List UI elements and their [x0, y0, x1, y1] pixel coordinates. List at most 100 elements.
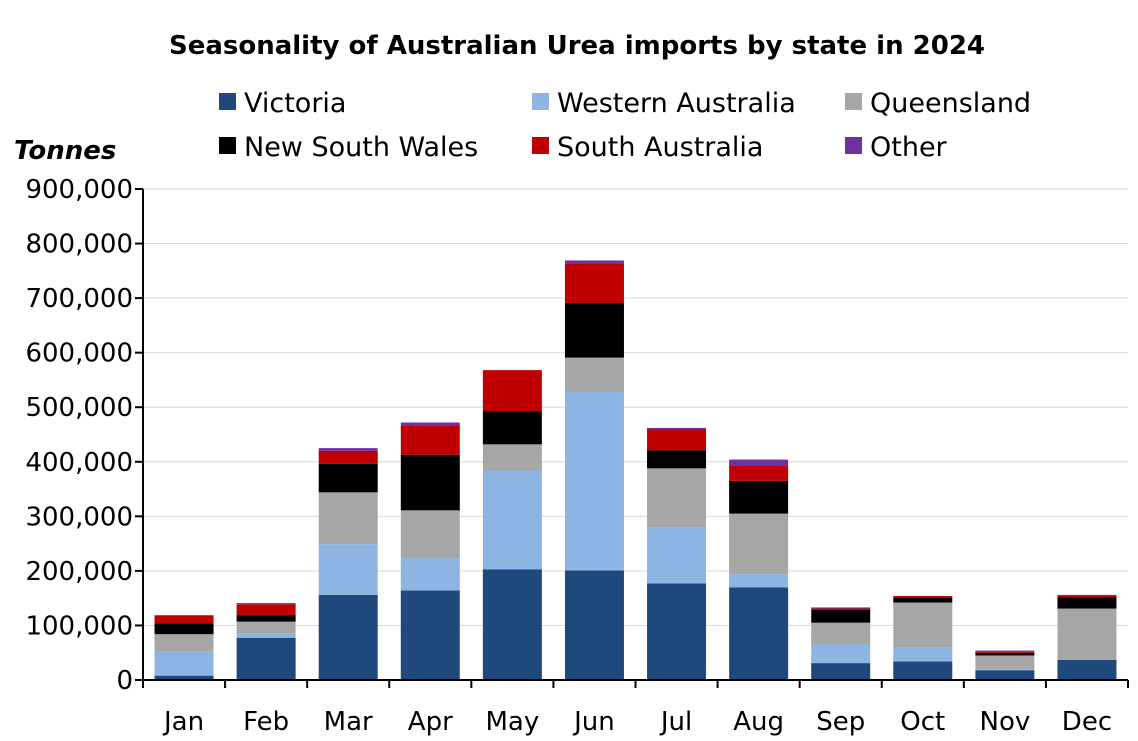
- legend: Victoria Western Australia Queensland New S…: [219, 88, 1031, 163]
- bar-segment-south-australia: [564, 263, 624, 304]
- bar-segment-victoria: [975, 670, 1035, 680]
- legend-swatch: [219, 137, 236, 154]
- bar-segment-western-australia: [647, 527, 707, 584]
- legend-swatch: [532, 93, 549, 110]
- bar-segment-other: [154, 615, 214, 616]
- y-tick-label: 400,000: [25, 448, 133, 478]
- bar-segment-south-australia: [729, 465, 789, 481]
- bar-segment-victoria: [647, 583, 707, 680]
- y-tick-label: 100,000: [25, 611, 133, 641]
- x-tick-label: Feb: [243, 707, 289, 737]
- bar-segment-queensland: [564, 357, 624, 392]
- legend-swatch: [845, 137, 862, 154]
- bar-segment-other: [564, 260, 624, 264]
- bar-segment-south-australia: [236, 604, 296, 616]
- legend-label: South Australia: [557, 132, 763, 163]
- legend-label: Victoria: [244, 88, 346, 119]
- x-tick-label: Apr: [408, 707, 453, 737]
- y-tick-labels: 0 100,000 200,000 300,000 400,000 500,000 600,…: [25, 175, 133, 696]
- bar-segment-south-australia: [647, 429, 707, 451]
- legend-label: Western Australia: [557, 88, 796, 119]
- y-tick-label: 0: [116, 666, 133, 696]
- x-tick-label: Oct: [900, 707, 945, 737]
- bar-segment-new-south-wales: [318, 463, 378, 493]
- bar-segment-victoria: [482, 569, 542, 680]
- legend-swatch: [845, 93, 862, 110]
- bar-segment-western-australia: [975, 669, 1035, 671]
- y-tick-label: 600,000: [25, 339, 133, 369]
- bar-segment-western-australia: [729, 574, 789, 588]
- legend-swatch: [532, 137, 549, 154]
- bar-segment-south-australia: [400, 425, 460, 455]
- bar-segment-western-australia: [482, 470, 542, 570]
- x-tick-labels: Jan Feb Mar Apr May Jun Jul Aug Sep Oct Nov Dec: [162, 707, 1112, 737]
- bar-segment-new-south-wales: [236, 615, 296, 622]
- bar-segment-western-australia: [564, 391, 624, 571]
- bar-segment-queensland: [236, 621, 296, 634]
- x-tick-label: Aug: [733, 707, 784, 737]
- bar-segment-other: [318, 448, 378, 451]
- bar-segment-new-south-wales: [1057, 597, 1117, 609]
- bar-segment-new-south-wales: [729, 480, 789, 514]
- bar-segment-western-australia: [154, 651, 214, 676]
- y-tick-label: 200,000: [25, 557, 133, 587]
- bar-segment-queensland: [318, 492, 378, 545]
- bar-segment-victoria: [154, 675, 214, 680]
- bar-segment-western-australia: [893, 647, 953, 662]
- bar-segment-new-south-wales: [400, 454, 460, 511]
- y-tick-label: 700,000: [25, 284, 133, 314]
- bar-segment-other: [400, 422, 460, 426]
- legend-swatch: [219, 93, 236, 110]
- bar-segment-queensland: [729, 513, 789, 575]
- bar-segment-other: [811, 607, 871, 609]
- bar-segment-queensland: [893, 602, 953, 648]
- bar-segment-queensland: [482, 444, 542, 471]
- bar-segment-victoria: [564, 570, 624, 680]
- bar-segment-new-south-wales: [482, 411, 542, 445]
- bar-segment-south-australia: [318, 450, 378, 464]
- bar-segment-western-australia: [811, 644, 871, 664]
- y-tick-label: 300,000: [25, 502, 133, 532]
- bar-segment-victoria: [318, 594, 378, 680]
- bar-segment-other: [647, 427, 707, 430]
- bar-segment-western-australia: [318, 544, 378, 595]
- x-tick-label: Jun: [572, 707, 615, 737]
- bar-segment-new-south-wales: [811, 609, 871, 623]
- legend-label: New South Wales: [244, 132, 478, 163]
- bar-segment-new-south-wales: [975, 652, 1035, 656]
- bar-segment-south-australia: [975, 651, 1035, 653]
- y-tick-label: 900,000: [25, 175, 133, 205]
- x-tick-label: Dec: [1062, 707, 1112, 737]
- bar-segment-queensland: [647, 468, 707, 528]
- bar-segment-other: [729, 459, 789, 466]
- bars: [154, 260, 1117, 680]
- bar-segment-victoria: [236, 637, 296, 680]
- bar-segment-victoria: [400, 590, 460, 680]
- x-tick-label: Sep: [816, 707, 865, 737]
- legend-label: Queensland: [870, 88, 1031, 119]
- bar-segment-other: [236, 603, 296, 605]
- bar-segment-other: [1057, 594, 1117, 596]
- bar-segment-new-south-wales: [893, 597, 953, 603]
- x-tick-label: Jul: [659, 707, 692, 737]
- axes: [135, 188, 1129, 688]
- bar-segment-victoria: [729, 587, 789, 680]
- bar-segment-queensland: [154, 634, 214, 652]
- x-tick-label: Mar: [324, 707, 373, 737]
- bar-segment-new-south-wales: [564, 303, 624, 358]
- y-tick-label: 500,000: [25, 393, 133, 423]
- bar-segment-western-australia: [400, 558, 460, 591]
- x-tick-label: May: [485, 707, 539, 737]
- x-tick-label: Jan: [162, 707, 204, 737]
- bar-segment-queensland: [1057, 608, 1117, 660]
- bar-segment-queensland: [400, 510, 460, 559]
- chart-title: Seasonality of Australian Urea imports b…: [169, 31, 985, 61]
- bar-segment-south-australia: [1057, 595, 1117, 598]
- bar-segment-western-australia: [236, 633, 296, 638]
- y-axis-label: Tonnes: [14, 136, 116, 166]
- bar-segment-new-south-wales: [647, 450, 707, 469]
- bar-segment-victoria: [1057, 659, 1117, 680]
- bar-segment-south-australia: [811, 608, 871, 610]
- bar-segment-other: [975, 650, 1035, 652]
